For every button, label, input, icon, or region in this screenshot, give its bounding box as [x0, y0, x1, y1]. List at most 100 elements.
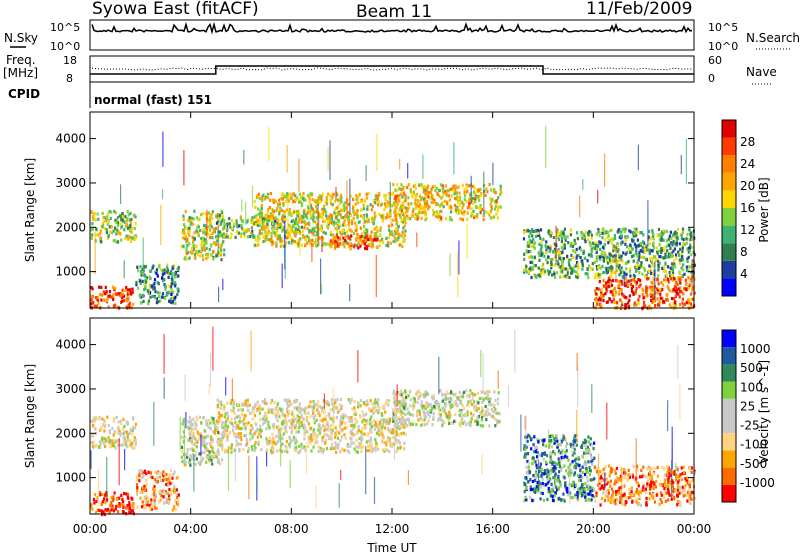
heatmap-streak	[604, 154, 605, 187]
heatmap-cell	[113, 439, 115, 442]
heatmap-cell	[117, 224, 119, 227]
heatmap-cell	[672, 266, 674, 269]
heatmap-cell	[351, 222, 353, 225]
heatmap-cell	[360, 404, 362, 407]
heatmap-cell	[311, 192, 313, 195]
heatmap-cell	[679, 278, 681, 281]
heatmap-cell	[281, 423, 283, 426]
heatmap-cell	[625, 303, 627, 306]
heatmap-cell	[401, 195, 403, 198]
heatmap-cell	[275, 245, 277, 248]
heatmap-cell	[298, 419, 300, 422]
heatmap-cell	[97, 302, 99, 305]
heatmap-cell	[369, 442, 371, 445]
heatmap-cell	[337, 244, 339, 247]
heatmap-cell	[532, 268, 534, 271]
heatmap-cell	[372, 205, 374, 208]
heatmap-cell	[371, 402, 373, 405]
heatmap-cell	[336, 431, 338, 434]
heatmap-cell	[126, 223, 128, 226]
heatmap-cell	[249, 438, 251, 441]
heatmap-cell	[339, 197, 341, 200]
heatmap-cell	[178, 266, 180, 269]
heatmap-cell	[327, 221, 329, 224]
heatmap-cell	[210, 459, 212, 462]
heatmap-cell	[216, 222, 218, 225]
heatmap-cell	[634, 228, 636, 231]
heatmap-cell	[127, 227, 129, 230]
heatmap-cell	[187, 439, 189, 442]
heatmap-cell	[464, 194, 466, 197]
nsky-top-tick: 10^5	[50, 21, 80, 34]
heatmap-cell	[127, 304, 129, 307]
heatmap-cell	[654, 304, 656, 307]
heatmap-cell	[379, 234, 381, 237]
heatmap-cell	[366, 193, 368, 196]
ytick-label: 4000	[55, 132, 86, 146]
heatmap-cell	[645, 258, 647, 261]
heatmap-cell	[325, 439, 327, 442]
heatmap-cell	[209, 456, 211, 459]
heatmap-cell	[101, 493, 103, 496]
heatmap-cell	[690, 231, 692, 234]
heatmap-cell	[651, 258, 653, 261]
heatmap-cell	[629, 244, 631, 247]
heatmap-cell	[219, 244, 221, 247]
heatmap-cell	[229, 431, 231, 434]
heatmap-cell	[529, 267, 531, 270]
heatmap-cell	[106, 416, 108, 419]
heatmap-cell	[142, 294, 144, 297]
heatmap-cell	[136, 478, 138, 481]
heatmap-cell	[136, 483, 138, 486]
heatmap-cell	[103, 216, 105, 219]
heatmap-cell	[170, 293, 172, 296]
heatmap-cell	[366, 208, 368, 211]
heatmap-cell	[412, 414, 414, 417]
heatmap-cell	[142, 500, 144, 503]
heatmap-cell	[168, 276, 170, 279]
heatmap-cell	[291, 212, 293, 215]
heatmap-streak	[458, 240, 459, 274]
heatmap-cell	[262, 422, 264, 425]
heatmap-cell	[181, 450, 183, 453]
heatmap-streak	[349, 284, 350, 301]
heatmap-cell	[296, 210, 298, 213]
heatmap-cell	[662, 283, 664, 286]
heatmap-cell	[523, 237, 525, 240]
heatmap-cell	[130, 429, 132, 432]
heatmap-cell	[674, 232, 676, 235]
heatmap-cell	[421, 211, 423, 214]
heatmap-cell	[371, 217, 373, 220]
heatmap-cell	[205, 461, 207, 464]
heatmap-cell	[184, 234, 186, 237]
heatmap-cell	[596, 259, 598, 262]
heatmap-cell	[384, 194, 386, 197]
heatmap-cell	[104, 227, 106, 230]
heatmap-cell	[314, 414, 316, 417]
freq-unit-label: [MHz]	[3, 66, 38, 80]
heatmap-cell	[321, 215, 323, 218]
heatmap-cell	[298, 218, 300, 221]
heatmap-streak	[450, 253, 451, 276]
heatmap-cell	[618, 292, 620, 295]
heatmap-cell	[682, 304, 684, 307]
heatmap-cell	[625, 239, 627, 242]
heatmap-cell	[641, 261, 643, 264]
heatmap-cell	[688, 228, 690, 231]
heatmap-cell	[230, 236, 232, 239]
heatmap-cell	[266, 442, 268, 445]
heatmap-cell	[302, 230, 304, 233]
heatmap-cell	[421, 197, 423, 200]
heatmap-cell	[632, 232, 634, 235]
heatmap-cell	[350, 424, 352, 427]
freq-top-tick: 18	[63, 54, 77, 67]
heatmap-streak	[492, 163, 493, 186]
heatmap-cell	[321, 410, 323, 413]
heatmap-cell	[620, 280, 622, 283]
heatmap-cell	[93, 501, 95, 504]
heatmap-cell	[109, 230, 111, 233]
heatmap-cell	[202, 258, 204, 261]
heatmap-cell	[242, 448, 244, 451]
heatmap-cell	[362, 445, 364, 448]
heatmap-cell	[618, 248, 620, 251]
